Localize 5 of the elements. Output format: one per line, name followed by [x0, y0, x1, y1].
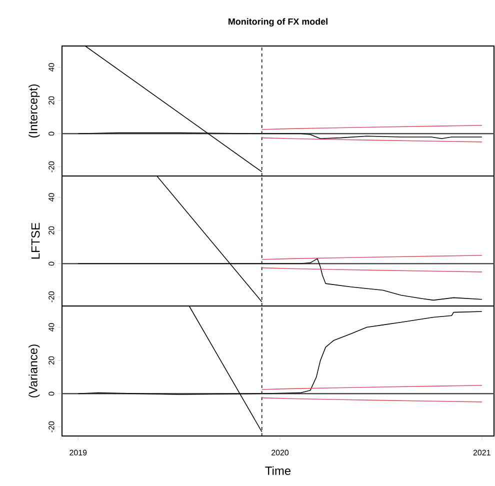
chart-title: Monitoring of FX model — [228, 18, 328, 27]
y-axis-title: (Intercept) — [28, 84, 40, 138]
y-axis-title: LFTSE — [31, 222, 40, 259]
x-axis-title: Time — [265, 466, 291, 475]
y-axis-title: (Variance) — [28, 344, 40, 398]
